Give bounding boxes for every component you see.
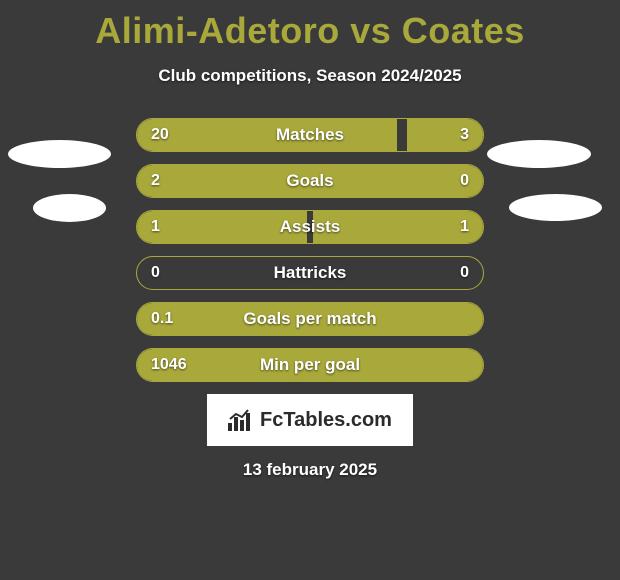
comparison-chart: Matches203 Goals20 Assists11 Hattricks0 0 Goa… xyxy=(0,118,620,480)
logo-text: FcTables.com xyxy=(260,409,392,432)
page-title: Alimi-Adetoro vs Coates xyxy=(0,0,620,52)
stat-row: Min per goal1046 xyxy=(0,348,620,382)
stat-bar-track: Min per goal1046 xyxy=(136,348,484,382)
player-avatar-placeholder-left-2 xyxy=(33,194,106,222)
stat-bar-left xyxy=(137,165,483,197)
stat-bar-left xyxy=(137,119,397,151)
stat-bar-left xyxy=(137,349,483,381)
stat-bar-track: Matches203 xyxy=(136,118,484,152)
stat-bar-track: Goals20 xyxy=(136,164,484,198)
stat-row: Goals per match0.1 xyxy=(0,302,620,336)
date-label: 13 february 2025 xyxy=(0,460,620,480)
stat-bar-right xyxy=(407,119,483,151)
stat-label: Hattricks xyxy=(137,257,483,289)
stat-bar-track: Hattricks0 0 xyxy=(136,256,484,290)
player-avatar-placeholder-right-1 xyxy=(487,140,591,168)
chart-icon xyxy=(228,409,254,431)
subtitle: Club competitions, Season 2024/2025 xyxy=(0,66,620,86)
source-logo: FcTables.com xyxy=(207,394,413,446)
player-avatar-placeholder-left-1 xyxy=(8,140,111,168)
stat-bar-track: Assists11 xyxy=(136,210,484,244)
stat-bar-right xyxy=(313,211,483,243)
stat-value-right: 0 xyxy=(460,257,469,289)
stat-bar-left xyxy=(137,303,483,335)
stat-value-left: 0 xyxy=(151,257,160,289)
stat-row: Hattricks0 0 xyxy=(0,256,620,290)
stat-bar-track: Goals per match0.1 xyxy=(136,302,484,336)
player-avatar-placeholder-right-2 xyxy=(509,194,602,221)
stat-bar-left xyxy=(137,211,307,243)
stat-row: Goals20 xyxy=(0,164,620,198)
